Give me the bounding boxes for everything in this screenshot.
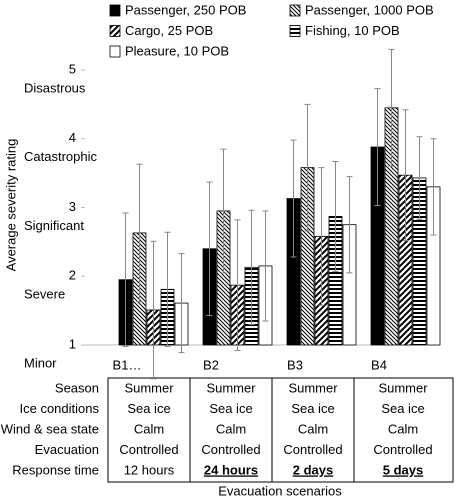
- table-cell: Summer: [206, 380, 256, 395]
- legend-label: Passenger, 250 POB: [125, 2, 246, 17]
- x-tick-label: B2: [203, 357, 219, 372]
- table-cell: Controlled: [283, 442, 342, 457]
- error-bar: [388, 48, 395, 167]
- error-bar: [122, 212, 129, 347]
- table-cell: Controlled: [201, 442, 260, 457]
- table-cell: Calm: [388, 421, 418, 436]
- table-cell: Sea ice: [209, 401, 252, 416]
- error-bar: [430, 138, 437, 236]
- y-level-label: Significant: [24, 218, 84, 233]
- legend-swatch: [109, 45, 121, 58]
- error-bar: [402, 109, 409, 241]
- error-bar: [262, 210, 269, 322]
- y-tick-label: 5: [69, 61, 76, 76]
- table-row-label: Response time: [12, 462, 99, 477]
- table-cell: 24 hours: [204, 462, 258, 477]
- legend-label: Pleasure, 10 POB: [125, 43, 229, 58]
- y-tick-label: 2: [69, 268, 76, 283]
- table-row-label: Season: [55, 380, 99, 395]
- x-tick-label: B3: [287, 357, 303, 372]
- table-row-label: Wind & sea state: [1, 421, 99, 436]
- table-cell: Sea ice: [381, 401, 424, 416]
- y-level-label: Catastrophic: [24, 149, 97, 164]
- legend-label: Fishing, 10 POB: [305, 23, 400, 38]
- x-tick-label: B4: [371, 357, 387, 372]
- y-level-label: Disastrous: [24, 80, 86, 95]
- error-bar: [318, 167, 325, 306]
- error-bar: [332, 160, 339, 272]
- table-frame: [107, 377, 454, 483]
- error-bar: [304, 103, 311, 232]
- table-cell: Controlled: [119, 442, 178, 457]
- table-row-label: Ice conditions: [20, 401, 100, 416]
- table-cell: Calm: [216, 421, 246, 436]
- error-bar: [346, 176, 353, 274]
- y-tick-label: 4: [69, 130, 76, 145]
- table-cell: 2 days: [293, 462, 333, 477]
- legend-swatch: [109, 25, 121, 37]
- table-cell: 5 days: [383, 462, 423, 477]
- error-bar: [416, 136, 423, 220]
- x-tick-label: B1…: [113, 357, 142, 372]
- error-bar: [136, 163, 143, 303]
- error-bar: [164, 231, 171, 347]
- y-level-label: Severe: [24, 287, 65, 302]
- error-bar: [374, 88, 381, 206]
- y-level-label: Minor: [24, 355, 57, 370]
- table-cell: Summer: [288, 380, 338, 395]
- table-cell: 12 hours: [124, 462, 175, 477]
- error-bar: [150, 240, 157, 380]
- legend-swatch: [109, 4, 121, 17]
- x-axis-title: Evacuation scenarios: [218, 483, 342, 498]
- table-cell: Calm: [134, 421, 164, 436]
- legend-swatch: [289, 4, 301, 17]
- legend-swatch: [289, 25, 301, 37]
- y-tick-label: 1: [69, 336, 76, 351]
- table-cell: Controlled: [373, 442, 432, 457]
- table-cell: Sea ice: [291, 401, 334, 416]
- table-cell: Calm: [298, 421, 328, 436]
- table-cell: Summer: [378, 380, 428, 395]
- legend-label: Cargo, 25 POB: [125, 23, 213, 38]
- error-bar: [234, 219, 241, 351]
- error-bar: [206, 181, 213, 316]
- table-cell: Sea ice: [127, 401, 170, 416]
- error-bar: [178, 253, 185, 354]
- table-row-label: Evacuation: [35, 442, 99, 457]
- error-bar: [290, 139, 297, 258]
- error-bar: [248, 209, 255, 325]
- y-axis-title: Average severity rating: [3, 139, 18, 272]
- error-bar: [220, 148, 227, 274]
- table-cell: Summer: [124, 380, 174, 395]
- legend-label: Passenger, 1000 POB: [305, 2, 434, 17]
- y-tick-label: 3: [69, 199, 76, 214]
